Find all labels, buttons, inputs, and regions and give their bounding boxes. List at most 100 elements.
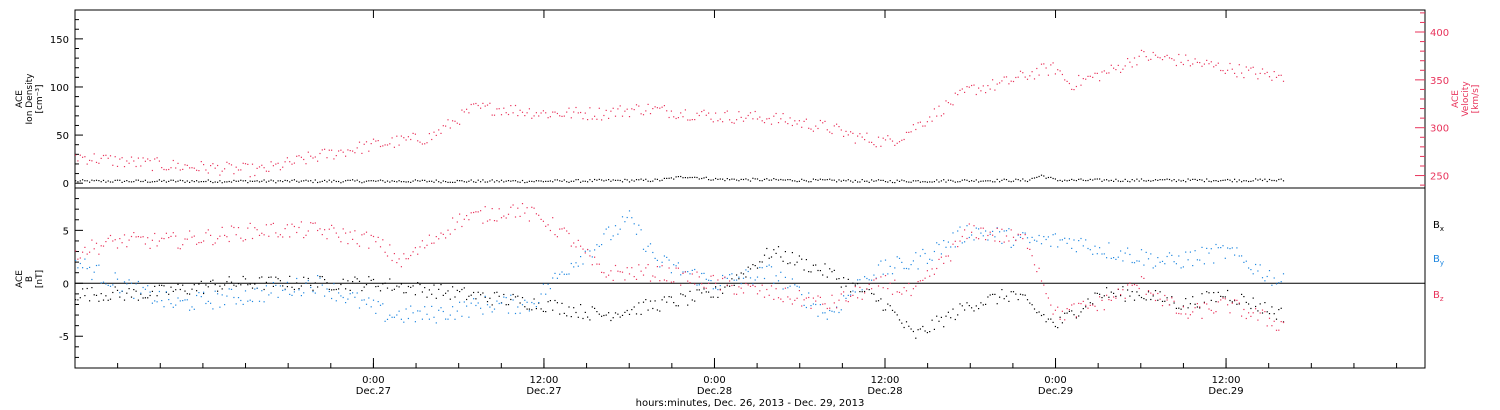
- density-series-point: [763, 178, 766, 180]
- density-series-point: [570, 180, 572, 182]
- velocity-series-point: [635, 104, 638, 106]
- series-By-point: [831, 310, 833, 312]
- series-Bx-point: [999, 296, 1001, 298]
- velocity-series-point: [908, 131, 910, 133]
- velocity-series-point: [1087, 75, 1089, 77]
- series-Bz-point: [1064, 319, 1066, 321]
- series-By-point: [414, 321, 416, 323]
- series-By-point: [424, 306, 426, 308]
- series-Bz-point: [270, 223, 272, 226]
- series-Bz-point: [1282, 321, 1285, 324]
- series-Bz-point: [798, 290, 800, 292]
- series-Bz-point: [854, 286, 856, 288]
- velocity-series-point: [1094, 72, 1096, 74]
- series-Bx-point: [1071, 310, 1073, 312]
- series-Bz-point: [102, 245, 105, 247]
- series-Bz-point: [193, 235, 195, 237]
- density-series-point: [1275, 180, 1278, 182]
- series-Bz-point: [619, 271, 621, 273]
- series-Bx-point: [114, 286, 116, 288]
- density-series-point: [137, 179, 139, 181]
- velocity-series-point: [1252, 66, 1254, 68]
- series-Bz-point: [710, 275, 712, 277]
- series-Bx-point: [552, 309, 554, 311]
- velocity-series-point: [973, 84, 975, 86]
- velocity-series-point: [1131, 66, 1133, 68]
- velocity-series-point: [1213, 66, 1215, 68]
- axis-title-line: [km/s]: [1471, 85, 1481, 114]
- series-Bz-point: [130, 235, 133, 238]
- series-Bx-point: [128, 288, 130, 290]
- series-Bx-point: [673, 302, 675, 304]
- series-Bz-point: [354, 230, 356, 232]
- series-Bx-point: [449, 298, 451, 300]
- density-series-point: [1264, 178, 1266, 180]
- series-By-point: [1117, 256, 1119, 258]
- density-series-point: [1008, 180, 1010, 182]
- series-By-point: [1222, 245, 1224, 247]
- velocity-series-point: [1099, 80, 1101, 82]
- velocity-series-point: [894, 144, 896, 146]
- velocity-series-point: [1268, 76, 1271, 78]
- velocity-series-point: [100, 157, 102, 159]
- legend-subscript: z: [1440, 295, 1444, 303]
- series-Bz-point: [1015, 239, 1017, 242]
- series-Bz-point: [633, 276, 635, 278]
- series-By-point: [219, 306, 221, 308]
- series-Bz-point: [931, 268, 933, 270]
- series-Bx-point: [93, 294, 95, 296]
- density-series-point: [1092, 179, 1094, 181]
- series-Bx-point: [882, 309, 884, 311]
- series-Bx-point: [808, 271, 810, 273]
- series-By-point: [1229, 248, 1231, 250]
- series-Bz-point: [135, 236, 137, 238]
- series-By-point: [945, 246, 947, 248]
- series-Bz-point: [140, 236, 142, 238]
- series-Bx-point: [798, 255, 800, 257]
- series-Bz-point: [235, 234, 237, 236]
- series-Bz-point: [859, 286, 861, 288]
- velocity-series-point: [130, 156, 133, 158]
- density-series-point: [240, 179, 242, 181]
- density-series-point: [919, 181, 921, 183]
- series-Bx-point: [1266, 311, 1268, 313]
- density-series-point: [498, 181, 500, 183]
- velocity-series-point: [1280, 74, 1282, 76]
- series-Bz-point: [747, 284, 749, 286]
- density-series-point: [824, 179, 826, 181]
- series-Bz-point: [656, 266, 658, 268]
- velocity-series-point: [179, 169, 181, 171]
- series-By-point: [824, 312, 826, 314]
- series-Bz-point: [1045, 293, 1047, 295]
- series-By-point: [668, 259, 670, 261]
- series-Bz-point: [850, 295, 852, 297]
- series-By-point: [419, 310, 421, 312]
- series-By-point: [435, 322, 437, 324]
- series-Bx-point: [566, 315, 568, 317]
- series-Bz-point: [715, 282, 717, 284]
- density-series-point: [221, 182, 223, 184]
- density-series-point: [203, 181, 205, 183]
- velocity-series-point: [98, 162, 100, 164]
- velocity-series-point: [547, 117, 549, 119]
- series-Bx-point: [1089, 302, 1091, 304]
- velocity-series-point: [1031, 71, 1033, 73]
- series-Bx-point: [1273, 313, 1275, 315]
- velocity-series-point: [358, 141, 361, 143]
- density-series-point: [128, 181, 130, 183]
- series-Bz-point: [1033, 264, 1036, 266]
- series-By-point: [133, 297, 135, 299]
- velocity-series-point: [326, 157, 328, 159]
- series-By-point: [312, 291, 314, 293]
- velocity-series-point: [649, 113, 652, 115]
- velocity-series-point: [1075, 85, 1077, 88]
- density-series-point: [331, 181, 333, 183]
- series-Bx-point: [1038, 311, 1040, 313]
- series-By-point: [794, 284, 796, 286]
- density-series-point: [682, 177, 684, 179]
- series-Bx-point: [144, 297, 146, 299]
- density-series-point: [275, 182, 277, 184]
- density-series-point: [891, 181, 894, 184]
- series-By-point: [798, 286, 800, 288]
